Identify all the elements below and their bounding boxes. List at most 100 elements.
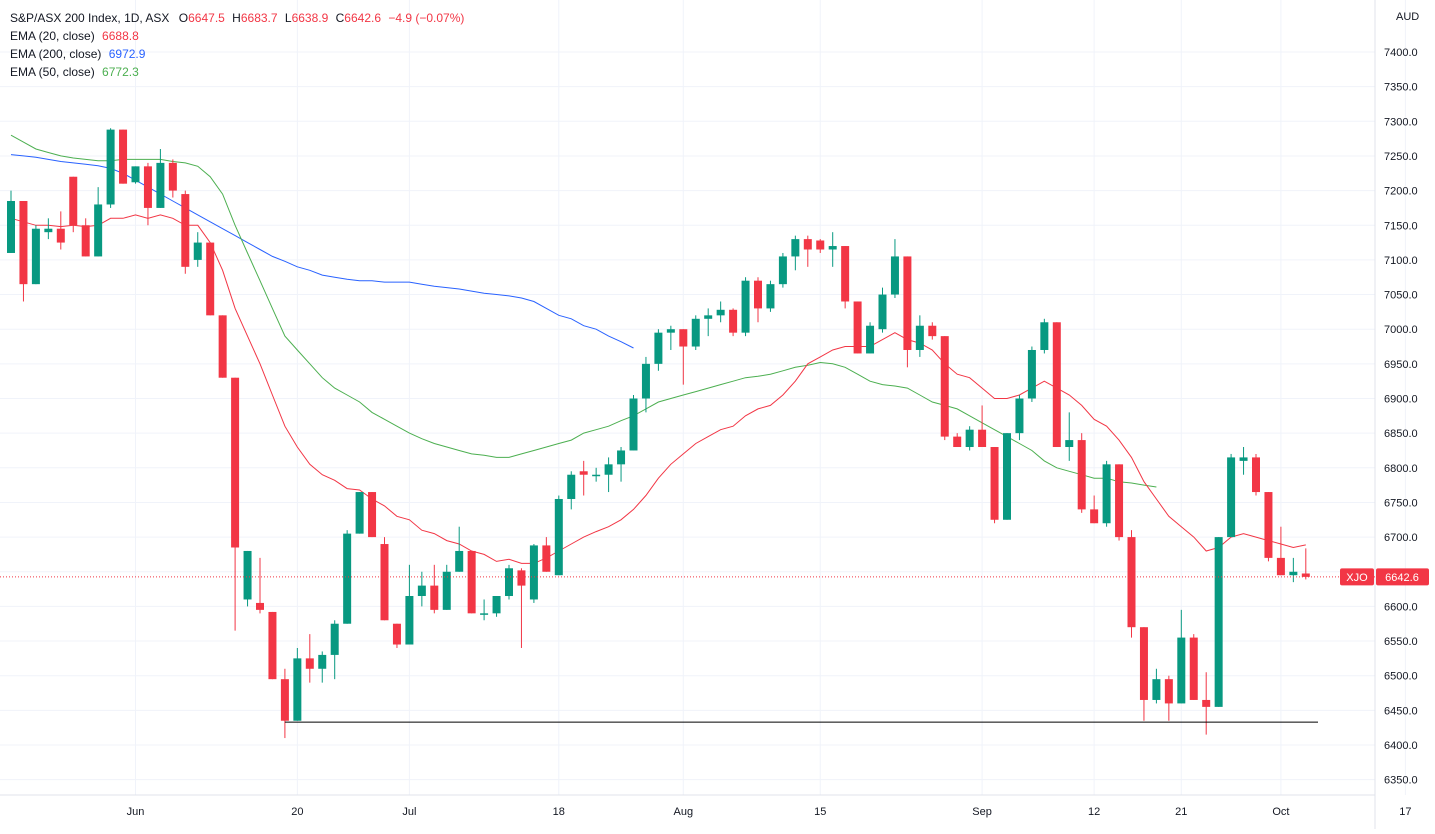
ema20-legend[interactable]: EMA (20, close) 6688.8 <box>10 27 464 45</box>
candle-body <box>380 544 389 621</box>
candle-body <box>928 325 937 337</box>
candle-body <box>1052 322 1061 448</box>
price-axis: 6350.06400.06450.06500.06550.06600.06650… <box>1384 47 1418 787</box>
candle-body <box>554 498 563 576</box>
candle <box>1164 675 1173 721</box>
candle-body <box>691 318 700 347</box>
candle <box>1202 672 1211 735</box>
candle-body <box>704 315 713 319</box>
price-axis-label: 7350.0 <box>1384 82 1418 94</box>
candle <box>455 526 464 572</box>
ema50-value: 6772.3 <box>102 65 139 79</box>
candle-body <box>617 450 626 465</box>
candle <box>1102 460 1111 527</box>
time-axis-label: 17 <box>1399 806 1411 818</box>
candle <box>803 235 812 267</box>
high-value: 6683.7 <box>240 11 278 25</box>
candle-body <box>1077 440 1086 510</box>
candle <box>193 232 202 267</box>
high-label: H <box>232 11 241 25</box>
candle-body <box>1164 679 1173 704</box>
ema50-line <box>10 134 1157 488</box>
candle <box>903 256 912 368</box>
candle <box>654 329 663 371</box>
candle-body <box>131 166 140 183</box>
candle <box>44 218 53 240</box>
candle <box>940 336 949 441</box>
candle-body <box>94 204 103 257</box>
price-axis-label: 6550.0 <box>1384 636 1418 648</box>
price-axis-label: 6850.0 <box>1384 428 1418 440</box>
candle <box>1003 433 1011 520</box>
candle <box>492 596 501 617</box>
candle <box>629 395 638 451</box>
candle-body <box>1065 440 1074 448</box>
candle <box>256 557 264 614</box>
candle <box>1301 548 1310 580</box>
last-price-tag: XJO 6642.6 <box>1340 568 1429 586</box>
time-axis-label: Aug <box>674 806 694 818</box>
ema-lines <box>10 134 1306 564</box>
candle <box>841 246 850 309</box>
candle <box>766 280 775 312</box>
candle-body <box>778 256 787 285</box>
candle-body <box>604 464 613 475</box>
candle <box>704 308 713 337</box>
overlays <box>0 576 1375 723</box>
candle-body <box>318 654 327 669</box>
candle <box>355 492 364 534</box>
candle <box>828 232 837 267</box>
candle-body <box>1090 509 1099 524</box>
candle <box>94 187 103 257</box>
time-axis-label: Oct <box>1272 806 1289 818</box>
candle <box>106 128 115 208</box>
candle-body <box>517 570 526 586</box>
candle <box>791 235 800 271</box>
candle <box>1289 557 1298 583</box>
time-axis-label: 20 <box>291 806 303 818</box>
candle-body <box>31 228 40 285</box>
price-axis-label: 7100.0 <box>1384 255 1418 267</box>
candle-body <box>355 492 364 534</box>
candle-body <box>592 474 601 477</box>
candle <box>778 252 787 288</box>
candle <box>816 239 825 253</box>
candle-body <box>392 623 401 645</box>
candle-body <box>567 474 576 499</box>
ema50-legend[interactable]: EMA (50, close) 6772.3 <box>10 63 464 81</box>
candle-body <box>716 309 725 316</box>
candle <box>7 190 15 253</box>
candle <box>318 651 327 683</box>
candle-body <box>1301 573 1310 577</box>
price-tag <box>1376 568 1429 586</box>
low-value: 6638.9 <box>291 11 329 25</box>
candle <box>878 287 887 333</box>
candle-body <box>405 596 414 645</box>
currency-label: AUD <box>1396 11 1419 23</box>
candle <box>1264 492 1273 562</box>
candle <box>691 315 700 350</box>
candle <box>1152 668 1161 704</box>
candle-body <box>1264 492 1273 558</box>
price-axis-label: 7200.0 <box>1384 186 1418 198</box>
ema200-legend[interactable]: EMA (200, close) 6972.9 <box>10 45 464 63</box>
candle-body <box>1015 398 1024 434</box>
price-axis-label: 7000.0 <box>1384 324 1418 336</box>
change-value: −4.9 (−0.07%) <box>388 11 465 25</box>
candle-body <box>990 447 999 520</box>
candle <box>81 218 90 257</box>
candle <box>579 460 588 496</box>
low-label: L <box>284 11 292 25</box>
candle-body <box>44 228 53 233</box>
candle-body <box>218 315 227 378</box>
candle <box>978 405 987 448</box>
candle <box>19 200 28 302</box>
ema200-label: EMA (200, close) <box>10 47 102 61</box>
candle-body <box>1177 637 1186 704</box>
candle-body <box>368 492 377 538</box>
candle-body <box>1027 349 1036 399</box>
candle-body <box>803 239 812 250</box>
candle-body <box>978 429 987 448</box>
